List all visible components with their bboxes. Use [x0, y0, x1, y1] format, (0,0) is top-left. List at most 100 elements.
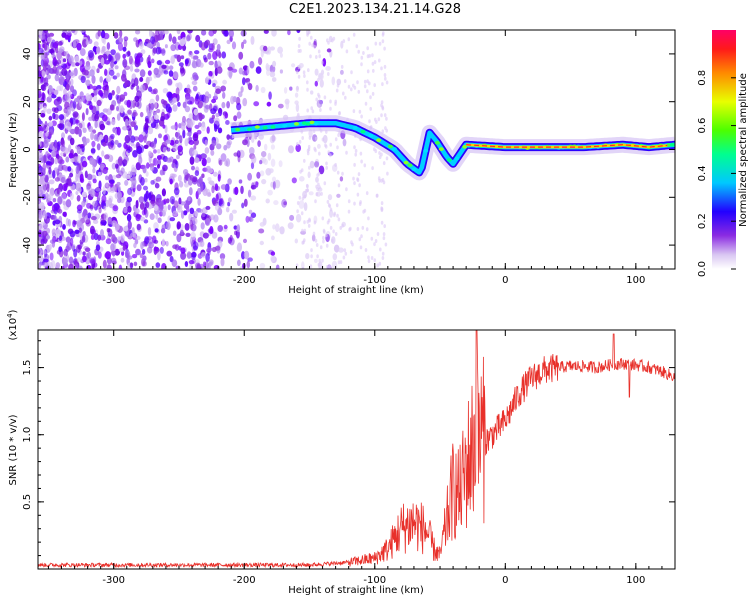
- noise-blob: [227, 66, 233, 71]
- noise-blob: [95, 244, 101, 251]
- noise-blob: [249, 60, 255, 69]
- noise-blob: [123, 39, 128, 48]
- x-tick-label: 100: [626, 275, 645, 286]
- noise-blob: [335, 203, 339, 208]
- noise-blob: [214, 183, 219, 191]
- noise-blob: [378, 58, 381, 63]
- noise-blob: [301, 136, 305, 140]
- noise-blob: [342, 255, 346, 260]
- noise-blob: [301, 266, 305, 269]
- noise-blob: [362, 51, 365, 55]
- noise-blob: [161, 263, 167, 269]
- noise-blob: [179, 38, 186, 47]
- noise-blob: [81, 200, 86, 207]
- noise-blob: [39, 147, 43, 153]
- noise-blob: [102, 169, 108, 174]
- noise-blob: [135, 30, 141, 35]
- noise-blob: [97, 30, 102, 37]
- noise-blob: [340, 69, 344, 75]
- noise-blob: [150, 58, 155, 64]
- noise-blob: [132, 174, 136, 181]
- noise-blob: [101, 150, 105, 157]
- noise-blob: [274, 179, 281, 189]
- noise-blob: [238, 91, 243, 98]
- noise-blob: [48, 115, 53, 121]
- noise-blob: [185, 232, 191, 237]
- noise-blob: [227, 201, 231, 207]
- noise-blob: [383, 64, 387, 69]
- noise-blob: [143, 144, 149, 149]
- noise-blob: [382, 161, 386, 166]
- noise-blob: [116, 106, 119, 112]
- noise-blob: [373, 258, 377, 263]
- noise-blob: [74, 229, 80, 234]
- noise-blob: [300, 211, 304, 216]
- noise-blob: [160, 227, 166, 234]
- noise-blob: [131, 182, 136, 189]
- noise-blob: [85, 138, 90, 144]
- noise-blob: [164, 44, 168, 49]
- noise-blob: [136, 223, 141, 231]
- noise-blob: [90, 225, 95, 235]
- noise-blob: [212, 171, 218, 177]
- noise-blob: [238, 67, 244, 75]
- noise-blob: [69, 230, 76, 238]
- noise-blob: [207, 177, 212, 182]
- noise-blob: [179, 135, 183, 144]
- noise-blob: [153, 149, 157, 154]
- noise-blob: [38, 263, 42, 269]
- noise-blob: [84, 247, 91, 252]
- noise-blob: [306, 108, 310, 113]
- noise-blob: [139, 202, 145, 210]
- noise-blob: [119, 30, 123, 38]
- noise-blob: [364, 248, 368, 252]
- noise-blob: [332, 229, 335, 234]
- snr-multiplier-close: ): [8, 309, 19, 313]
- noise-blob: [237, 259, 241, 267]
- noise-blob: [76, 154, 82, 164]
- noise-blob: [149, 98, 155, 106]
- noise-blob: [127, 206, 132, 213]
- noise-blob: [306, 32, 309, 37]
- noise-blob: [329, 225, 333, 230]
- noise-blob: [236, 224, 241, 233]
- noise-blob: [38, 172, 44, 177]
- noise-blob: [54, 219, 61, 225]
- noise-blob: [352, 83, 355, 88]
- noise-blob: [96, 46, 101, 55]
- x-tick-label: -200: [233, 575, 256, 586]
- noise-blob: [40, 113, 46, 118]
- noise-blob: [104, 90, 109, 99]
- noise-blob: [188, 260, 195, 265]
- signal-blob: [403, 160, 409, 165]
- noise-blob: [194, 210, 199, 217]
- noise-blob: [295, 103, 300, 112]
- noise-blob: [106, 186, 112, 193]
- noise-blob: [58, 163, 64, 172]
- y-tick-label: 20: [22, 95, 33, 108]
- noise-blob: [180, 251, 187, 260]
- noise-blob: [92, 167, 96, 174]
- colorbar-tick-label: 0.0: [697, 261, 708, 277]
- noise-blob: [58, 114, 65, 121]
- noise-blob: [78, 123, 83, 129]
- noise-blob: [385, 116, 388, 121]
- noise-blob: [205, 39, 211, 46]
- noise-blob: [206, 157, 211, 164]
- noise-blob: [195, 34, 201, 43]
- noise-blob: [354, 148, 358, 153]
- noise-blob: [336, 170, 340, 175]
- noise-blob: [297, 74, 301, 79]
- noise-blob: [214, 117, 220, 126]
- noise-blob: [226, 141, 231, 149]
- noise-blob: [314, 199, 317, 204]
- noise-blob: [357, 172, 361, 177]
- noise-blob: [305, 253, 310, 260]
- noise-blob: [246, 65, 250, 75]
- noise-blob: [179, 65, 185, 74]
- noise-blob: [337, 183, 341, 188]
- noise-blob: [275, 223, 280, 233]
- noise-blob: [316, 78, 320, 82]
- noise-blob: [218, 51, 222, 59]
- noise-blob: [326, 199, 330, 204]
